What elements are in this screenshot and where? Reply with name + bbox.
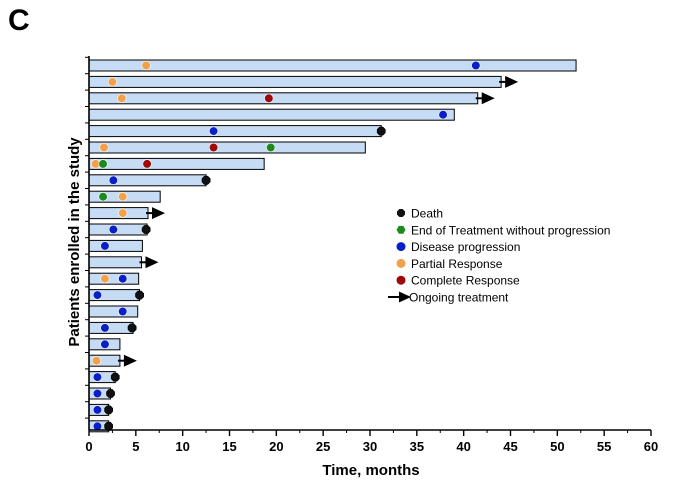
legend-end-treatment-marker [396, 225, 406, 234]
legend-label: Partial Response [411, 257, 503, 271]
legend-ongoing-arrow-head [399, 291, 411, 303]
complete-response-marker [264, 93, 274, 103]
progression-marker [100, 339, 110, 349]
death-marker [127, 323, 137, 333]
ongoing-arrow-head [505, 75, 519, 88]
ongoing-arrow-head [481, 92, 495, 105]
x-tick-label: 45 [503, 439, 517, 454]
x-tick-label: 40 [456, 439, 470, 454]
legend-complete-response-marker [396, 275, 406, 285]
partial-response-marker [100, 274, 110, 284]
progression-marker [92, 405, 103, 415]
ongoing-arrow-head [145, 256, 159, 269]
patient-bar [88, 256, 142, 269]
end-treatment-marker [266, 142, 276, 153]
patient-bar [88, 125, 382, 138]
death-marker [110, 372, 120, 382]
patient-bar [88, 141, 366, 154]
death-marker [141, 225, 151, 234]
x-tick-label: 5 [132, 439, 139, 454]
death-marker [201, 175, 211, 185]
progression-marker [108, 175, 118, 185]
partial-response-marker [107, 77, 118, 87]
legend-partial-response-marker [396, 258, 406, 268]
complete-response-marker [142, 159, 152, 169]
x-tick-label: 0 [85, 439, 92, 454]
panel-label: C [8, 4, 30, 37]
end-treatment-marker [98, 159, 108, 169]
x-tick-label: 50 [550, 439, 564, 454]
ongoing-arrow-head [123, 354, 137, 367]
patient-bar [88, 75, 502, 88]
legend-label: Ongoing treatment [409, 291, 509, 305]
progression-marker [118, 274, 128, 284]
legend-progression-marker [396, 242, 406, 252]
legend-label: End of Treatment without progression [411, 223, 610, 237]
x-tick-label: 60 [644, 439, 658, 454]
x-tick-label: 55 [597, 439, 611, 454]
progression-marker [92, 290, 103, 300]
partial-response-marker [91, 356, 102, 366]
x-tick-label: 25 [316, 439, 330, 454]
death-marker [104, 421, 113, 431]
x-axis-label: Time, months [322, 462, 419, 479]
patient-bar [88, 92, 479, 105]
progression-marker [108, 224, 118, 235]
death-marker [376, 126, 386, 136]
end-treatment-marker [98, 192, 108, 202]
legend-label: Disease progression [411, 240, 520, 254]
progression-marker [100, 323, 110, 333]
patient-bar [88, 239, 143, 252]
x-tick-label: 15 [222, 439, 236, 454]
x-tick-label: 30 [363, 439, 377, 454]
legend: Death End of Treatment without progressio… [388, 207, 610, 305]
legend-label: Death [411, 207, 443, 221]
patient-bar [88, 59, 577, 72]
x-tick-label: 20 [269, 439, 283, 454]
partial-response-marker [117, 93, 127, 103]
patient-bar [88, 305, 139, 318]
progression-marker [438, 110, 448, 120]
progression-marker [92, 388, 103, 399]
partial-response-marker [118, 192, 128, 202]
y-axis-label: Patients enrolled in the study [66, 137, 83, 347]
death-marker [106, 389, 115, 398]
partial-response-marker [99, 142, 109, 153]
progression-marker [118, 306, 128, 317]
progression-marker [100, 241, 110, 251]
progression-marker [92, 372, 103, 382]
partial-response-marker [118, 208, 128, 218]
patient-bar [88, 157, 265, 170]
death-marker [104, 405, 113, 415]
partial-response-marker [141, 60, 151, 71]
ongoing-arrow-head [152, 207, 166, 220]
patient-bar [88, 223, 148, 236]
progression-marker [471, 60, 481, 71]
death-marker [135, 290, 145, 300]
ticks-layer: 0 5 10 15 20 25 30 35 40 45 50 55 60 [85, 56, 658, 454]
events-layer [90, 60, 519, 431]
patient-bar [88, 321, 134, 334]
legend-label: Complete Response [411, 274, 520, 288]
progression-marker [208, 126, 219, 136]
patient-bar [88, 272, 140, 285]
complete-response-marker [208, 142, 219, 153]
x-tick-label: 35 [410, 439, 424, 454]
legend-death-marker [397, 209, 405, 217]
patient-bar [88, 174, 207, 187]
x-tick-label: 10 [175, 439, 189, 454]
bars-layer [88, 59, 577, 433]
patient-bar [88, 108, 455, 121]
